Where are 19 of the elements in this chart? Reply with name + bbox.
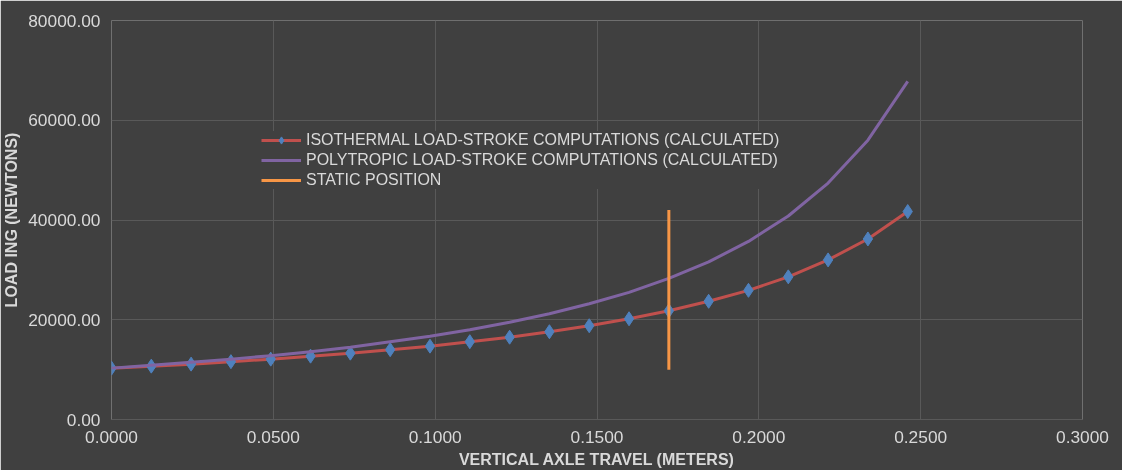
- x-tick-label: 0.0500: [246, 426, 300, 447]
- x-tick-label: 0.2000: [732, 426, 786, 447]
- legend-label: POLYTROPIC LOAD-STROKE COMPUTATIONS (CALCULATED): [306, 151, 778, 169]
- x-tick-label: 0.1000: [408, 426, 462, 447]
- point: [862, 231, 874, 247]
- point: [623, 311, 635, 327]
- y-tick-label: 60000.00: [28, 110, 101, 131]
- x-tick-label: 0.1500: [570, 426, 624, 447]
- x-tick-label: 0.3000: [1056, 426, 1109, 447]
- y-tick-label: 80000.00: [28, 10, 101, 31]
- point: [822, 252, 834, 268]
- legend-label: STATIC POSITION: [306, 171, 442, 189]
- y-tick-label: 20000.00: [28, 309, 101, 330]
- y-axis-title: LOAD ING (NEWTONS): [3, 132, 21, 308]
- legend-label: ISOTHERMAL LOAD-STROKE COMPUTATIONS (CALCULATED): [306, 131, 780, 149]
- y-tick-label: 40000.00: [28, 210, 101, 230]
- x-axis-title: VERTICAL AXLE TRAVEL (METERS): [458, 450, 734, 468]
- point: [424, 338, 436, 354]
- x-tick-label: 0.2500: [894, 426, 948, 447]
